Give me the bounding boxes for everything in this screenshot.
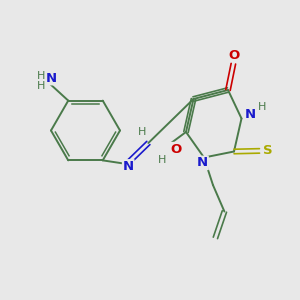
Text: H: H <box>37 81 45 91</box>
Text: H: H <box>258 101 267 112</box>
Text: H: H <box>138 127 146 136</box>
Text: O: O <box>170 142 182 156</box>
Text: N: N <box>46 72 57 85</box>
Text: H: H <box>158 155 166 165</box>
Text: N: N <box>197 156 208 170</box>
Text: S: S <box>263 144 272 158</box>
Text: N: N <box>123 160 134 173</box>
Text: O: O <box>228 49 240 62</box>
Text: H: H <box>37 71 45 81</box>
Text: N: N <box>244 108 256 122</box>
